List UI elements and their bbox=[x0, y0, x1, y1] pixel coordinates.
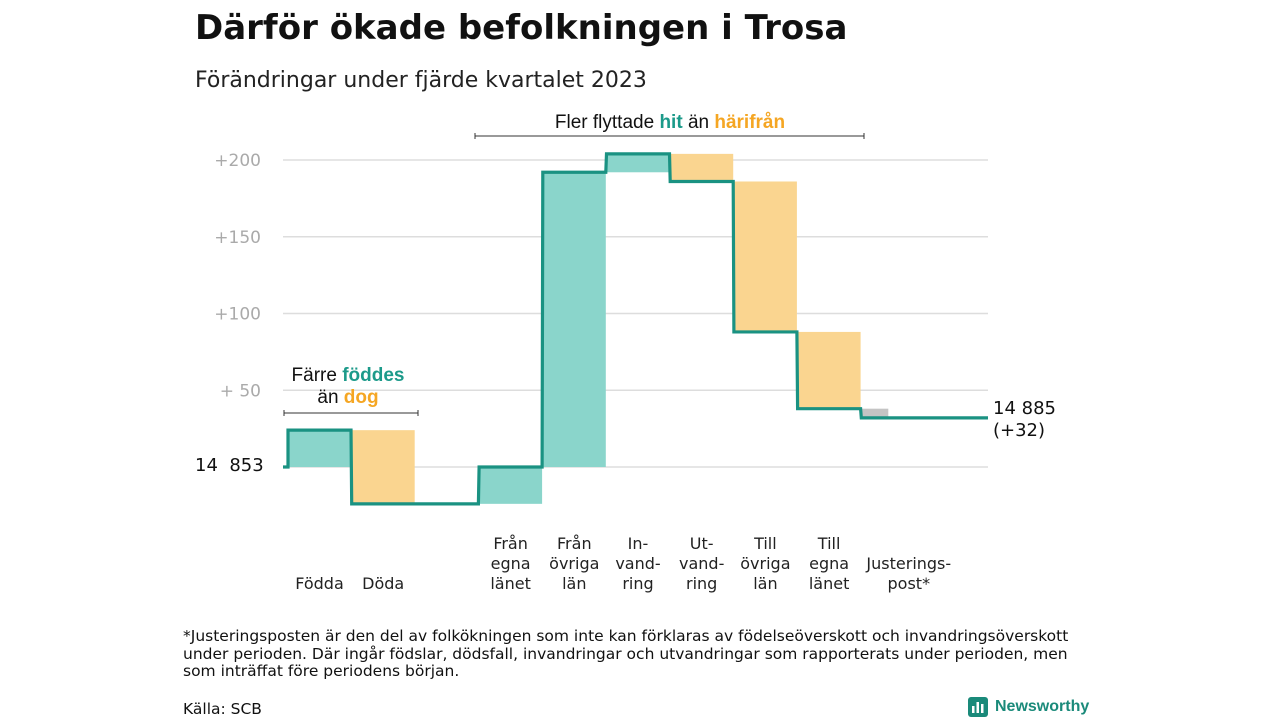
x-category-line: övriga bbox=[549, 554, 600, 573]
chart-subtitle: Förändringar under fjärde kvartalet 2023 bbox=[195, 68, 647, 93]
x-category-label: Till egna länet bbox=[797, 534, 861, 594]
bar bbox=[861, 408, 889, 418]
x-category-line: länet bbox=[490, 574, 531, 593]
brand-logo: Newsworthy bbox=[968, 697, 1089, 717]
end-value-label: 14 885 (+32) bbox=[993, 398, 1056, 442]
footnote: *Justeringsposten är den del av folkökni… bbox=[183, 627, 1069, 680]
x-category-line: vand- bbox=[679, 554, 725, 573]
x-category-line: Till bbox=[754, 534, 777, 553]
x-category-line: vand- bbox=[615, 554, 661, 573]
chart-title: Därför ökade befolkningen i Trosa bbox=[195, 8, 848, 48]
bar bbox=[351, 430, 415, 504]
y-tick-label: +150 bbox=[214, 228, 261, 248]
x-category-line: ring bbox=[622, 574, 654, 593]
bar bbox=[606, 153, 670, 173]
annotation-mid: än bbox=[687, 112, 710, 133]
x-category-line: Från bbox=[493, 534, 528, 553]
x-category-line: Från bbox=[557, 534, 592, 553]
end-change: (+32) bbox=[993, 420, 1046, 441]
x-category-line: Till bbox=[817, 534, 841, 553]
end-value: 14 885 bbox=[993, 398, 1056, 419]
x-category-line: post* bbox=[887, 574, 931, 593]
x-category-label: Från egna länet bbox=[479, 534, 543, 594]
source-label: Källa: SCB bbox=[183, 700, 262, 718]
births-annotation-pre: Färre bbox=[291, 365, 337, 386]
annotation-hit: hit bbox=[659, 112, 683, 133]
x-category-label: Justerings-post* bbox=[854, 554, 964, 594]
migration-annotation: Fler flyttade hit än härifrån bbox=[475, 112, 865, 134]
brand-name: Newsworthy bbox=[995, 698, 1090, 715]
y-tick-label: +100 bbox=[214, 305, 261, 325]
x-category-line: egna bbox=[809, 554, 850, 573]
x-category-line: övriga bbox=[740, 554, 791, 573]
bar bbox=[670, 153, 734, 182]
x-category-line: Ut- bbox=[689, 534, 714, 553]
x-category-line: länet bbox=[808, 574, 850, 593]
x-category-line: Döda bbox=[362, 574, 405, 593]
y-tick-label: + 50 bbox=[220, 381, 261, 401]
x-category-label: Födda bbox=[288, 574, 352, 594]
x-category-line: In- bbox=[627, 534, 649, 553]
x-category-label: Till övriga län bbox=[733, 534, 797, 594]
x-category-label: In-vand-ring bbox=[606, 534, 670, 594]
x-category-label: Döda bbox=[351, 574, 415, 594]
bar bbox=[733, 181, 797, 332]
x-category-label: Från övriga län bbox=[542, 534, 606, 594]
births-annotation: Färre föddes än dog bbox=[283, 365, 413, 409]
annotation-harifran: härifrån bbox=[714, 112, 786, 133]
x-category-line: Justerings- bbox=[866, 554, 952, 573]
x-category-line: egna bbox=[490, 554, 531, 573]
births-annotation-orange: dog bbox=[343, 387, 379, 408]
bar bbox=[542, 172, 606, 467]
start-value-label: 14 853 bbox=[195, 455, 264, 476]
annotation-pre: Fler flyttade bbox=[554, 112, 655, 133]
y-tick-label: +200 bbox=[214, 151, 261, 171]
cumulative-step-line bbox=[283, 152, 988, 506]
newsworthy-logo-icon bbox=[968, 697, 988, 717]
x-category-line: Födda bbox=[295, 574, 344, 593]
x-category-line: ring bbox=[686, 574, 718, 593]
births-annotation-teal: föddes bbox=[342, 365, 405, 386]
x-category-line: län bbox=[753, 574, 778, 593]
bar bbox=[288, 430, 351, 467]
births-annotation-pre2: än bbox=[317, 387, 339, 408]
x-category-line: län bbox=[562, 574, 587, 593]
x-category-label: Ut-vand-ring bbox=[670, 534, 734, 594]
bar bbox=[797, 331, 861, 409]
bar bbox=[479, 467, 543, 504]
